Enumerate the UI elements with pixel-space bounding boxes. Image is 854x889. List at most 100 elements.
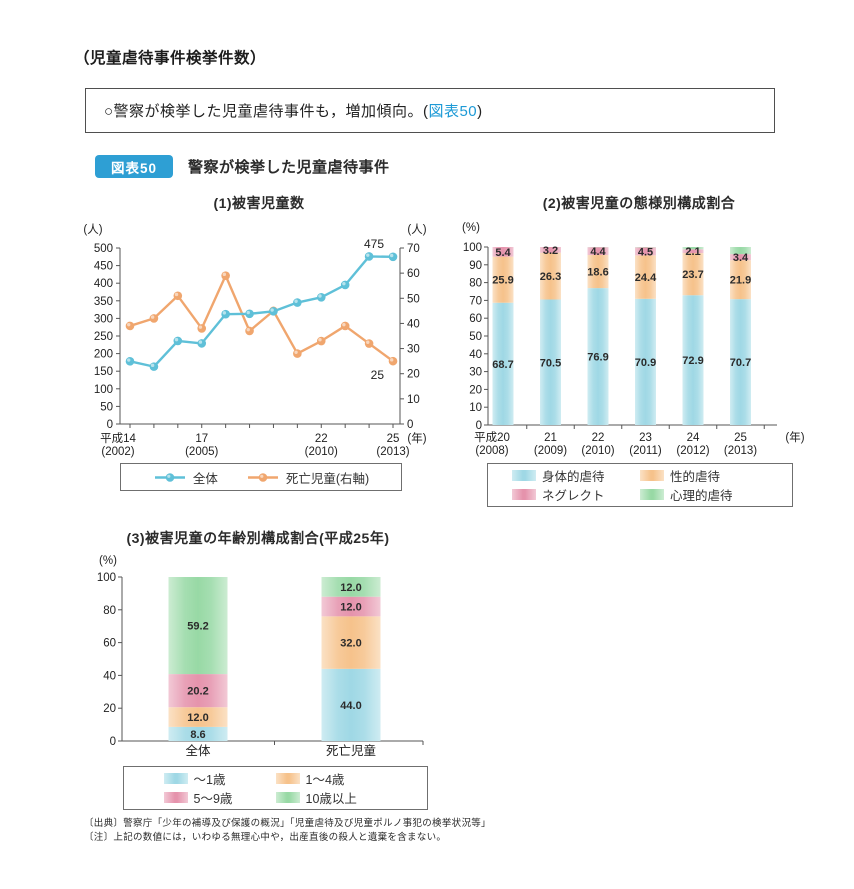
bar-segment: [492, 302, 514, 425]
right-axis-tick-label: 0: [407, 419, 413, 431]
figure-header: 図表50 警察が検挙した児童虐待事件: [95, 155, 390, 178]
legend-color-swatch: [275, 792, 300, 803]
bar-value-label: 12.0: [340, 582, 361, 594]
bar-value-label: 76.9: [587, 352, 608, 364]
right-axis-tick-label: 40: [407, 318, 420, 330]
bar-segment: [682, 249, 704, 254]
summary-box: ○警察が検挙した児童虐待事件も，増加傾向。(図表50): [85, 88, 775, 133]
left-axis-tick-label: 200: [94, 349, 113, 361]
bar-value-label: 23.7: [682, 269, 703, 281]
legend-color-swatch: [163, 792, 188, 803]
x-axis-year-label: (2013): [724, 445, 757, 457]
legend-row: 5～9歳 10歳以上: [124, 788, 427, 807]
legend-color-swatch: [163, 773, 188, 784]
source-note: 〔出典〕警察庁「少年の補導及び保護の概況」「児童虐待及び児童ポルノ事犯の検挙状況…: [84, 818, 491, 829]
bar-value-label: 72.9: [682, 355, 703, 367]
x-axis-year-label: (2005): [185, 446, 218, 458]
right-axis-unit: (人): [407, 223, 426, 236]
legend-color-swatch: [640, 470, 664, 481]
bar-segment: [168, 674, 228, 708]
legend-marker: [258, 472, 268, 482]
x-axis-tick-label: 21: [544, 432, 557, 444]
bar-segment: [587, 288, 609, 425]
age-stacked-bar-chart: 0 20 40 60 80 100 (%) 8.6 12.0 20.2 59.2 全体 44.0 32.0…: [97, 555, 424, 758]
bar-value-label: 20.2: [187, 686, 208, 698]
marker-highlight: [366, 340, 370, 344]
legend-label: 死亡児童(右軸): [285, 471, 370, 486]
x-axis-tick-label: 17: [195, 433, 208, 445]
bar-segment: [682, 253, 704, 296]
line-series: [128, 255, 395, 368]
bar-segment: [321, 596, 381, 617]
legend-line-swatch: [247, 472, 278, 482]
right-axis-tick-label: 70: [407, 243, 420, 255]
bar-value-label: 70.7: [730, 357, 751, 369]
data-point-marker: [221, 271, 230, 280]
x-axis-unit: (年): [407, 431, 426, 445]
bar-value-label: 24.4: [635, 272, 657, 284]
legend-item: 心理的虐待: [640, 485, 768, 504]
data-point-marker: [245, 309, 254, 319]
bar-value-label: 21.9: [730, 275, 751, 287]
y-axis-tick-label: 0: [476, 420, 482, 432]
data-point-marker: [293, 298, 302, 307]
bar-segment: [540, 299, 561, 425]
x-axis-year-label: (2008): [475, 445, 508, 457]
caveat-note: 〔注〕上記の数値には，いわゆる無理心中や，出産直後の殺人と遺棄を含まない。: [84, 831, 447, 843]
left-axis-tick-label: 50: [100, 401, 113, 413]
bar-segment: [492, 247, 514, 257]
data-point-marker: [364, 252, 374, 261]
y-axis-tick-label: 100: [463, 242, 482, 254]
y-axis-tick-label: 40: [103, 670, 116, 682]
marker-highlight: [342, 322, 346, 327]
chart3-block: (3)被害児童の年齢別構成割合(平成25年) 0 20 40 60 80 100 (%) 8.…: [78, 528, 478, 820]
legend-label: 性的虐待: [670, 470, 721, 484]
x-axis-tick-label: 平成20: [474, 431, 510, 444]
summary-text: ○警察が検挙した児童虐待事件も，増加傾向。(図表50): [104, 100, 483, 121]
y-axis-tick-label: 40: [469, 349, 482, 361]
bar-value-label: 4.4: [590, 246, 606, 258]
summary-prefix: ○警察が検挙した児童虐待事件も，増加傾向。(: [104, 103, 429, 120]
bar-segment: [321, 668, 381, 741]
chart2-legend: 身体的虐待 性的虐待 ネグレクト 心理的虐待: [487, 463, 793, 507]
x-axis-unit: (年): [785, 430, 804, 444]
marker-highlight: [366, 253, 370, 257]
bar-segment: [587, 247, 609, 256]
bar-segment: [321, 577, 381, 597]
line-series: [128, 274, 395, 363]
left-axis-tick-label: 400: [94, 278, 113, 290]
legend-marker-highlight: [260, 474, 264, 478]
legend-item: 1～4歳: [275, 769, 388, 788]
left-axis-unit: (人): [83, 223, 102, 236]
y-axis-tick-label: 70: [469, 295, 482, 307]
bar-value-label: 2.1: [685, 246, 700, 258]
marker-highlight: [222, 311, 227, 315]
end-value-label: 475: [364, 237, 384, 251]
bar-segment: [168, 577, 228, 675]
chart1-title: (1)被害児童数: [213, 195, 305, 211]
right-axis-tick-label: 30: [407, 344, 420, 356]
legend-row: 全体 死亡児童(右軸): [121, 468, 401, 487]
y-axis-tick-label: 80: [103, 605, 116, 617]
legend-item: 全体: [153, 468, 218, 487]
marker-highlight: [342, 281, 346, 286]
legend-item: 10歳以上: [275, 788, 388, 807]
marker-highlight: [150, 315, 155, 319]
bar-segment: [635, 255, 656, 299]
figure-badge: 図表50: [95, 155, 173, 178]
x-axis-tick-label: 23: [639, 432, 652, 444]
bar-segment: [168, 726, 228, 741]
chart2-block: (2)被害児童の態様別構成割合 0 10 20 30 40 50 60 70 80 90 100 (%…: [455, 193, 823, 515]
data-point-marker: [173, 291, 183, 301]
marker-highlight: [390, 253, 394, 258]
x-axis-tick-label: 死亡児童: [326, 743, 376, 758]
legend-row: ネグレクト 心理的虐待: [488, 485, 792, 504]
bar-value-label: 32.0: [340, 638, 361, 650]
x-axis-year-label: (2012): [676, 445, 709, 457]
y-axis-tick-label: 100: [97, 572, 116, 584]
data-point-marker: [173, 336, 183, 346]
figure-reference-link[interactable]: 図表50: [428, 103, 478, 120]
end-value-label: 25: [371, 368, 385, 382]
bar-segment: [730, 299, 751, 425]
